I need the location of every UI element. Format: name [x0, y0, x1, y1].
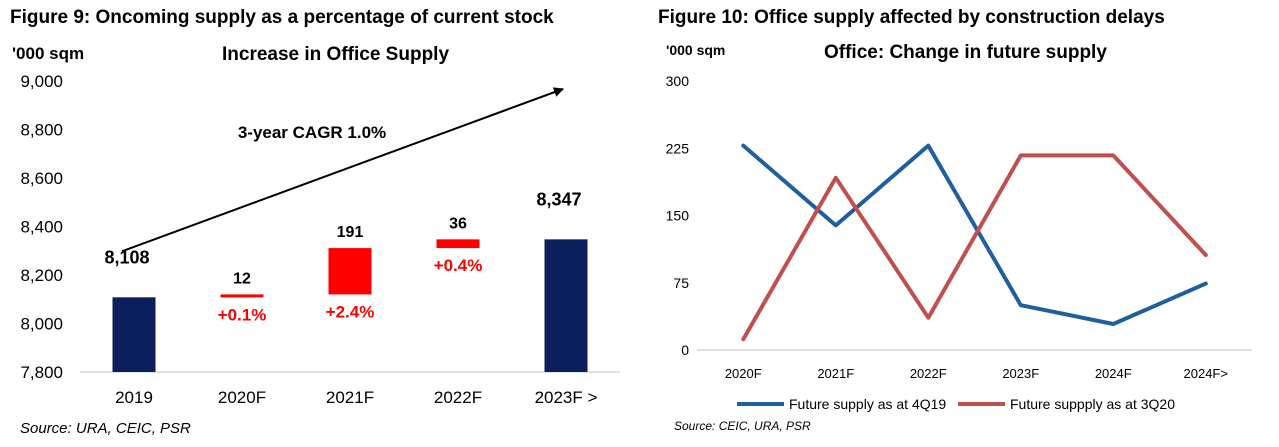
- increment-bar: [220, 294, 264, 298]
- figure-9-unit-label: '000 sqm: [12, 44, 85, 63]
- increment-bar: [436, 239, 480, 249]
- percent-change-label: +0.1%: [218, 305, 267, 324]
- series-line-2: [741, 153, 1208, 342]
- y-tick-label: 150: [666, 208, 690, 224]
- x-tick-label: 2024F>: [1184, 366, 1228, 381]
- data-label: 8,108: [104, 247, 149, 267]
- x-tick-label: 2021F: [817, 366, 854, 381]
- y-tick-label: 8,400: [20, 218, 63, 237]
- figure-10-source: Source: CEIC, URA, PSR: [674, 419, 811, 433]
- line-chart: 0 75 150 225 300 2020F 2021F 2022F 2023F 2024F 202…: [666, 73, 1252, 412]
- y-tick-label: 9,000: [20, 72, 63, 91]
- x-tick-label: 2021F: [326, 388, 374, 407]
- x-tick-label: 2022F: [910, 366, 947, 381]
- y-tick-label: 8,600: [20, 169, 63, 188]
- waterfall-chart: 7,800 8,000 8,200 8,400 8,600 8,800 9,000 2019 2…: [20, 72, 620, 407]
- data-label: 12: [233, 270, 251, 287]
- x-tick-label: 2023F: [1002, 366, 1039, 381]
- x-tick-label: 2023F >: [535, 388, 598, 407]
- y-tick-label: 8,800: [20, 121, 63, 140]
- series-line-1: [741, 143, 1208, 326]
- cagr-arrow: [121, 87, 564, 253]
- increment-bar: [328, 248, 372, 295]
- data-label: 191: [337, 224, 364, 241]
- legend-label: Future suppply as at 3Q20: [1010, 396, 1175, 412]
- y-tick-label: 75: [673, 275, 689, 291]
- y-tick-label: 8,000: [20, 315, 63, 334]
- x-tick-label: 2022F: [434, 388, 482, 407]
- figure-9-chart-title: Increase in Office Supply: [222, 44, 450, 65]
- data-label: 8,347: [536, 189, 581, 209]
- total-bar: [544, 239, 588, 372]
- total-bar: [112, 297, 156, 372]
- x-tick-label: 2020F: [218, 388, 266, 407]
- y-tick-label: 7,800: [20, 363, 63, 382]
- figure-10-panel: Figure 10: Office supply affected by con…: [652, 0, 1279, 447]
- x-tick-label: 2020F: [725, 366, 762, 381]
- x-tick-label: 2024F: [1095, 366, 1132, 381]
- y-tick-label: 0: [681, 342, 689, 358]
- figure-9-source: Source: URA, CEIC, PSR: [20, 420, 191, 437]
- percent-change-label: +0.4%: [434, 256, 483, 275]
- figure-10-chart-title: Office: Change in future supply: [824, 42, 1107, 63]
- y-tick-label: 225: [666, 140, 690, 156]
- cagr-annotation: 3-year CAGR 1.0%: [238, 123, 386, 142]
- figure-10-unit-label: '000 sqm: [666, 42, 726, 58]
- legend-label: Future supply as at 4Q19: [789, 396, 946, 412]
- x-tick-label: 2019: [115, 388, 153, 407]
- percent-change-label: +2.4%: [326, 302, 375, 321]
- figure-9-panel: Figure 9: Oncoming supply as a percentag…: [10, 7, 620, 437]
- y-tick-label: 8,200: [20, 266, 63, 285]
- figure-10-title: Figure 10: Office supply affected by con…: [658, 7, 1165, 28]
- data-label: 36: [449, 215, 467, 232]
- y-tick-label: 300: [666, 73, 690, 89]
- figure-9-title: Figure 9: Oncoming supply as a percentag…: [10, 7, 554, 28]
